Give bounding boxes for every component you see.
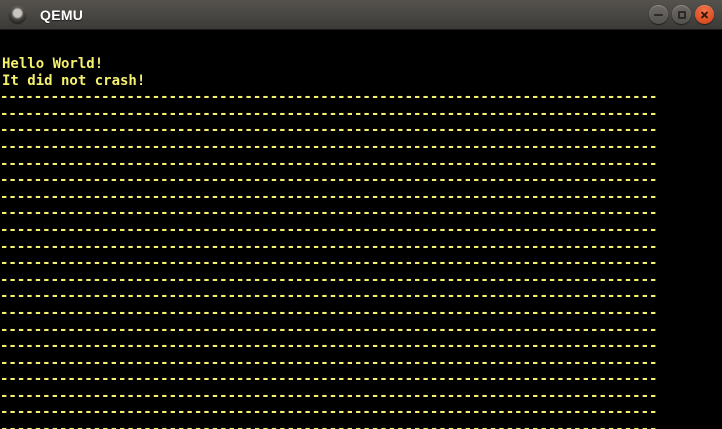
terminal-line: ----------------------------------------…	[0, 188, 658, 205]
terminal-line: ----------------------------------------…	[0, 138, 658, 155]
terminal-line: ----------------------------------------…	[0, 371, 658, 388]
terminal-screen[interactable]: Hello World! It did not crash! -----------…	[0, 30, 722, 429]
terminal-line: ----------------------------------------…	[0, 387, 658, 404]
terminal-line: ----------------------------------------…	[0, 255, 658, 272]
terminal-line: ----------------------------------------…	[0, 238, 658, 255]
terminal-line: ----------------------------------------…	[0, 172, 658, 189]
terminal-line: ----------------------------------------…	[0, 304, 658, 321]
qemu-dot-icon	[9, 6, 26, 23]
terminal-output: Hello World! It did not crash! -----------…	[0, 56, 722, 429]
terminal-line: ----------------------------------------…	[0, 122, 658, 139]
terminal-line: Hello World!	[2, 56, 104, 72]
terminal-line: It did not crash!	[2, 72, 146, 89]
terminal-line: ----------------------------------------…	[0, 338, 658, 355]
terminal-line: ----------------------------------------…	[0, 221, 658, 238]
close-icon	[700, 10, 709, 19]
maximize-button[interactable]	[672, 5, 691, 24]
terminal-line: ----------------------------------------…	[0, 288, 658, 305]
terminal-line: ----------------------------------------…	[0, 421, 722, 429]
window-titlebar[interactable]: QEMU	[0, 0, 722, 30]
window-controls	[649, 5, 716, 24]
terminal-line: ----------------------------------------…	[0, 404, 658, 421]
terminal-line: ----------------------------------------…	[0, 321, 658, 338]
window-title: QEMU	[40, 6, 84, 23]
close-button[interactable]	[695, 5, 714, 24]
terminal-line: ----------------------------------------…	[0, 354, 658, 371]
terminal-top-margin	[0, 30, 722, 56]
terminal-line: ----------------------------------------…	[0, 205, 658, 222]
minimize-button[interactable]	[649, 5, 668, 24]
minimize-icon	[654, 13, 663, 16]
terminal-line: ----------------------------------------…	[0, 155, 658, 172]
terminal-line: ----------------------------------------…	[0, 105, 658, 122]
terminal-line: ----------------------------------------…	[0, 271, 658, 288]
maximize-icon	[677, 10, 686, 19]
terminal-line: ----------------------------------------…	[0, 89, 658, 106]
